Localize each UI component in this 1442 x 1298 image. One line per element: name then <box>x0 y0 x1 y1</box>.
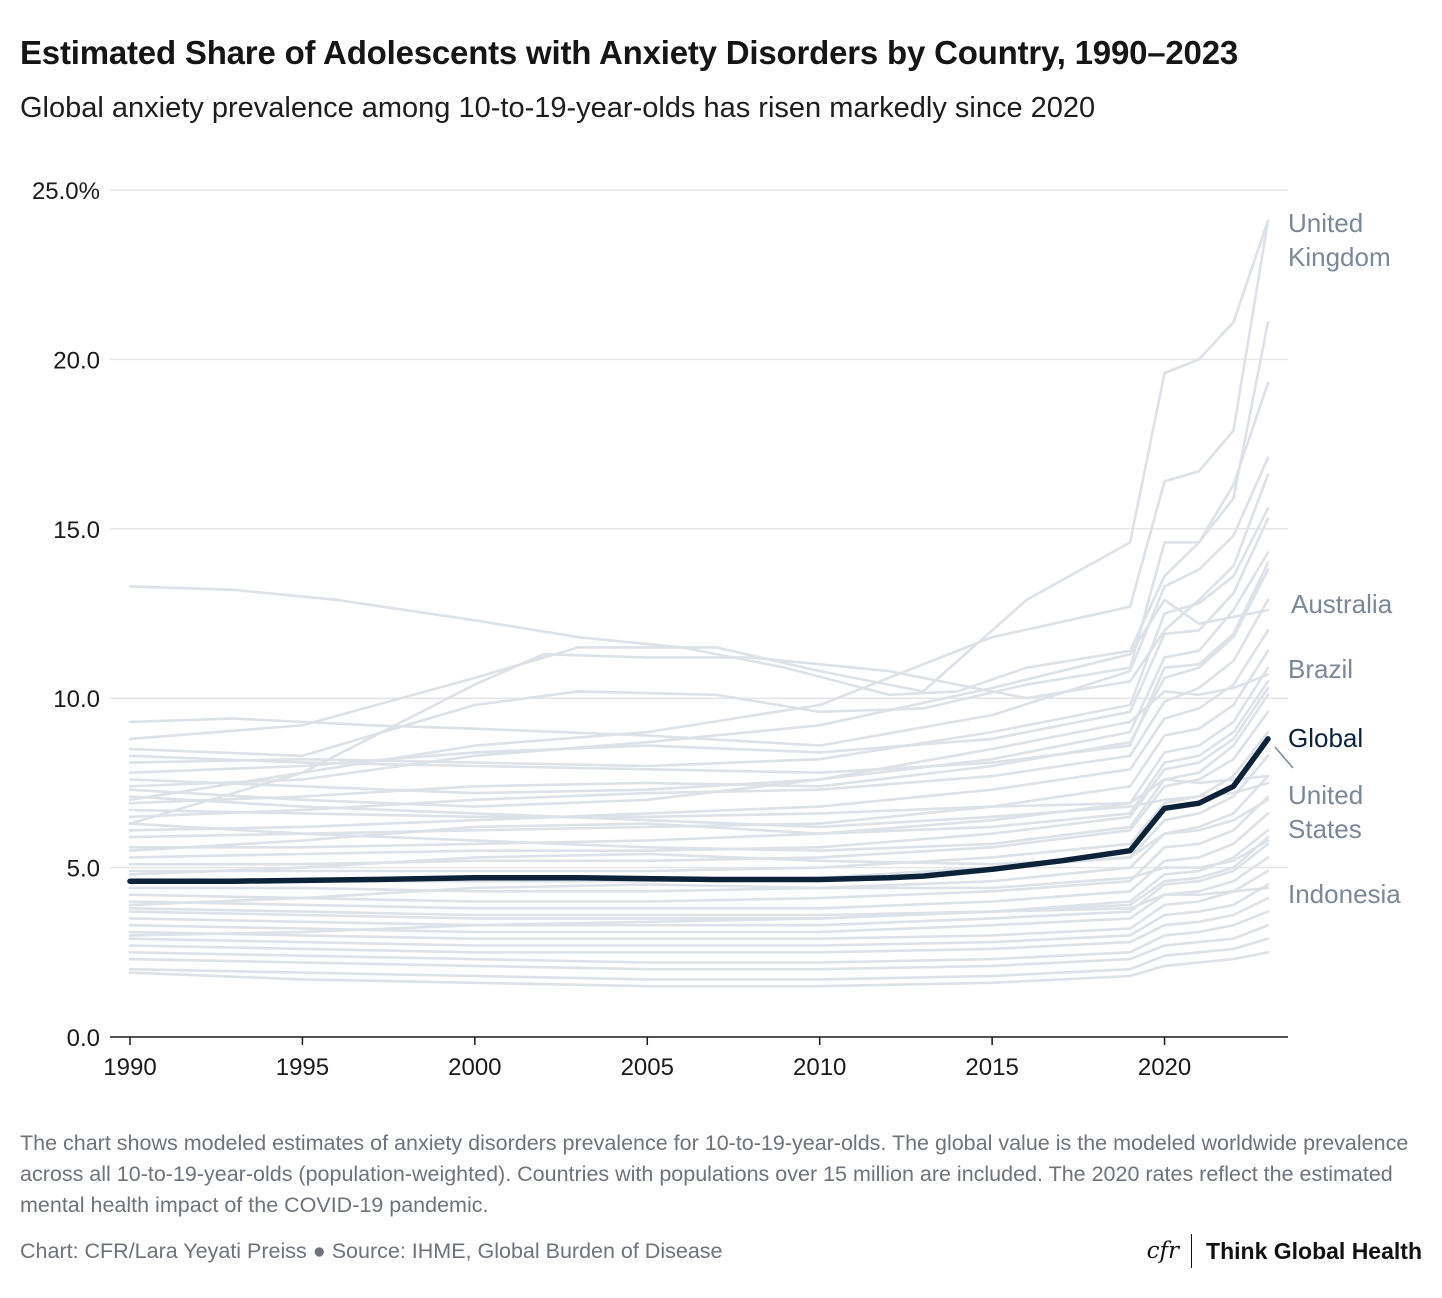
united-states-leader-line <box>1274 746 1294 769</box>
country-line <box>128 219 1270 741</box>
country-line <box>128 561 1270 774</box>
series-line-global <box>127 736 1271 884</box>
country-line <box>128 517 1270 774</box>
country-line <box>128 686 1270 859</box>
y-tick-label: 15.0 <box>53 517 100 544</box>
country-line <box>128 842 1270 927</box>
y-tick-label: 20.0 <box>53 347 100 374</box>
country-line <box>128 839 1270 907</box>
country-line <box>128 937 1270 981</box>
y-tick-label: 25.0% <box>32 178 100 205</box>
country-line <box>128 666 1270 849</box>
country-line <box>128 507 1270 768</box>
logo-divider <box>1191 1234 1193 1268</box>
series-line-united-kingdom <box>128 219 1270 802</box>
series-label-global: Global <box>1288 723 1363 753</box>
country-line <box>128 629 1270 832</box>
cfr-logo-mark: cfr <box>1146 1238 1180 1264</box>
country-line <box>128 680 1270 852</box>
series-labels: Global United Kingdom Australia Brazil United… <box>1274 208 1401 909</box>
chart-note: The chart shows modeled estimates of anx… <box>20 1131 1409 1217</box>
x-tick-label: 1995 <box>276 1054 329 1081</box>
chart-title: Estimated Share of Adolescents with Anxi… <box>20 34 1239 71</box>
country-line <box>128 923 1270 971</box>
series-label-line: States <box>1288 814 1362 844</box>
x-tick-label: 2000 <box>448 1054 501 1081</box>
series-label-united-kingdom: United Kingdom <box>1288 208 1391 272</box>
country-line <box>128 856 1270 934</box>
x-tick-label: 1990 <box>103 1054 156 1081</box>
country-line <box>128 798 1270 876</box>
country-line <box>128 951 1270 988</box>
series-label-indonesia: Indonesia <box>1288 879 1401 909</box>
country-line <box>128 320 1270 697</box>
series-lines <box>127 219 1271 988</box>
country-line <box>128 869 1270 940</box>
country-line <box>128 456 1270 747</box>
country-line <box>128 381 1270 758</box>
country-line <box>128 568 1270 805</box>
country-line <box>128 835 1270 937</box>
series-label-united-states: United States <box>1288 780 1363 844</box>
country-line <box>128 693 1270 852</box>
country-line <box>128 598 1270 819</box>
y-tick-label: 0.0 <box>67 1025 100 1052</box>
country-line <box>128 896 1270 954</box>
country-line <box>128 883 1270 947</box>
series-label-line: Australia <box>1291 589 1393 619</box>
logo-name: Think Global Health <box>1206 1237 1422 1264</box>
x-tick-label: 2010 <box>793 1054 846 1081</box>
series-label-line: United <box>1288 208 1363 238</box>
x-tick-label: 2020 <box>1138 1054 1191 1081</box>
chart-credit: Chart: CFR/Lara Yeyati Preiss ● Source: … <box>20 1239 723 1263</box>
series-label-line: United <box>1288 780 1363 810</box>
series-label-line: Kingdom <box>1288 242 1391 272</box>
series-label-line: Indonesia <box>1288 879 1401 909</box>
y-tick-label: 5.0 <box>67 856 100 883</box>
chart-subtitle: Global anxiety prevalence among 10-to-19… <box>20 92 1096 124</box>
series-label-line: Global <box>1288 723 1363 753</box>
country-line <box>128 473 1270 825</box>
x-tick-label: 2005 <box>621 1054 674 1081</box>
series-label-australia: Australia <box>1291 589 1393 619</box>
series-label-line: Brazil <box>1288 654 1353 684</box>
y-tick-label: 10.0 <box>53 686 100 713</box>
country-line <box>128 910 1270 964</box>
country-line <box>128 795 1270 903</box>
series-label-brazil: Brazil <box>1288 654 1353 684</box>
x-tick-label: 2015 <box>965 1054 1018 1081</box>
think-global-health-logo[interactable]: cfr Think Global Health <box>1147 1234 1422 1268</box>
country-line <box>128 730 1270 873</box>
country-line <box>128 812 1270 910</box>
